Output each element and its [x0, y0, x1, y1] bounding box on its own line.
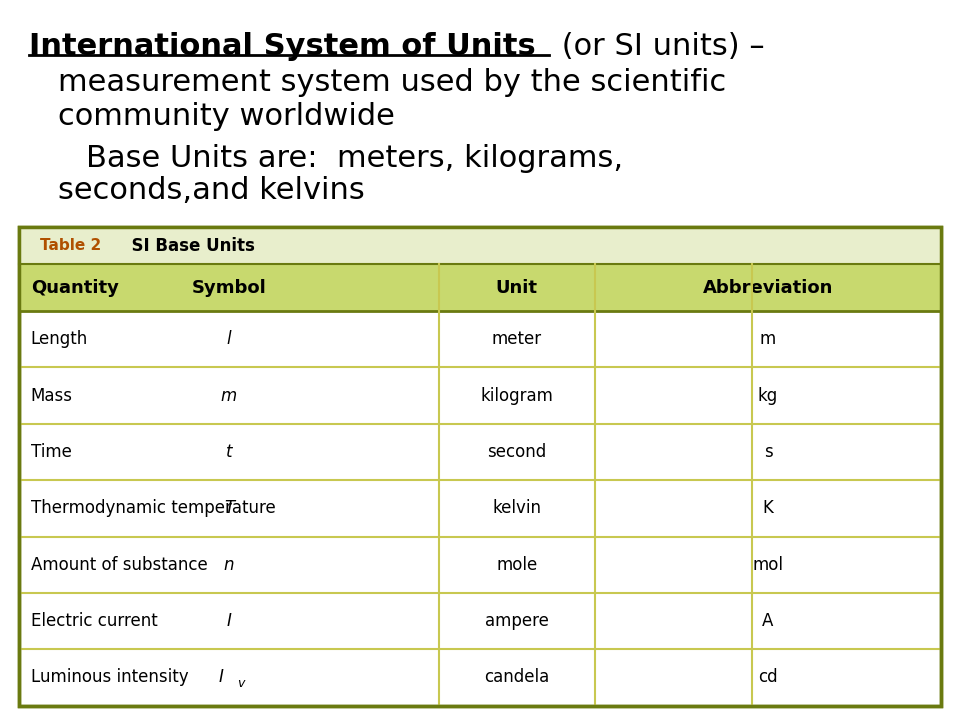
Text: Quantity: Quantity — [31, 279, 119, 297]
Text: Time: Time — [31, 443, 72, 461]
Text: v: v — [237, 677, 244, 690]
Text: Symbol: Symbol — [191, 279, 266, 297]
Text: second: second — [488, 443, 546, 461]
Text: T: T — [224, 500, 234, 517]
Text: International System of Units: International System of Units — [29, 32, 536, 61]
Text: Table 2: Table 2 — [40, 238, 102, 253]
Text: Unit: Unit — [496, 279, 538, 297]
Text: Amount of substance: Amount of substance — [31, 556, 207, 574]
Text: kilogram: kilogram — [480, 387, 553, 405]
Text: kelvin: kelvin — [492, 500, 541, 517]
Text: A: A — [762, 612, 774, 630]
Text: Thermodynamic temperature: Thermodynamic temperature — [31, 500, 276, 517]
Text: SI Base Units: SI Base Units — [120, 236, 254, 254]
Text: s: s — [763, 443, 773, 461]
Text: cd: cd — [758, 668, 778, 686]
Text: (or SI units) –: (or SI units) – — [552, 32, 764, 61]
Text: I: I — [219, 668, 224, 686]
Text: I: I — [227, 612, 231, 630]
Text: Luminous intensity: Luminous intensity — [31, 668, 188, 686]
Text: Base Units are:  meters, kilograms,: Base Units are: meters, kilograms, — [86, 144, 624, 173]
Text: measurement system used by the scientific: measurement system used by the scientifi… — [58, 68, 726, 97]
Text: seconds,and kelvins: seconds,and kelvins — [58, 176, 365, 205]
Text: n: n — [224, 556, 234, 574]
Text: kg: kg — [757, 387, 779, 405]
Text: K: K — [762, 500, 774, 517]
Text: ampere: ampere — [485, 612, 549, 630]
Text: Abbreviation: Abbreviation — [703, 279, 833, 297]
Text: community worldwide: community worldwide — [58, 102, 395, 131]
Text: m: m — [760, 330, 776, 348]
Text: candela: candela — [484, 668, 549, 686]
Text: Mass: Mass — [31, 387, 73, 405]
FancyBboxPatch shape — [19, 227, 941, 706]
Text: mol: mol — [753, 556, 783, 574]
Text: mole: mole — [496, 556, 538, 574]
FancyBboxPatch shape — [19, 227, 941, 264]
Text: Electric current: Electric current — [31, 612, 157, 630]
FancyBboxPatch shape — [19, 264, 941, 311]
Text: meter: meter — [492, 330, 542, 348]
Text: m: m — [221, 387, 237, 405]
Text: t: t — [226, 443, 232, 461]
Text: Length: Length — [31, 330, 88, 348]
Text: l: l — [227, 330, 231, 348]
